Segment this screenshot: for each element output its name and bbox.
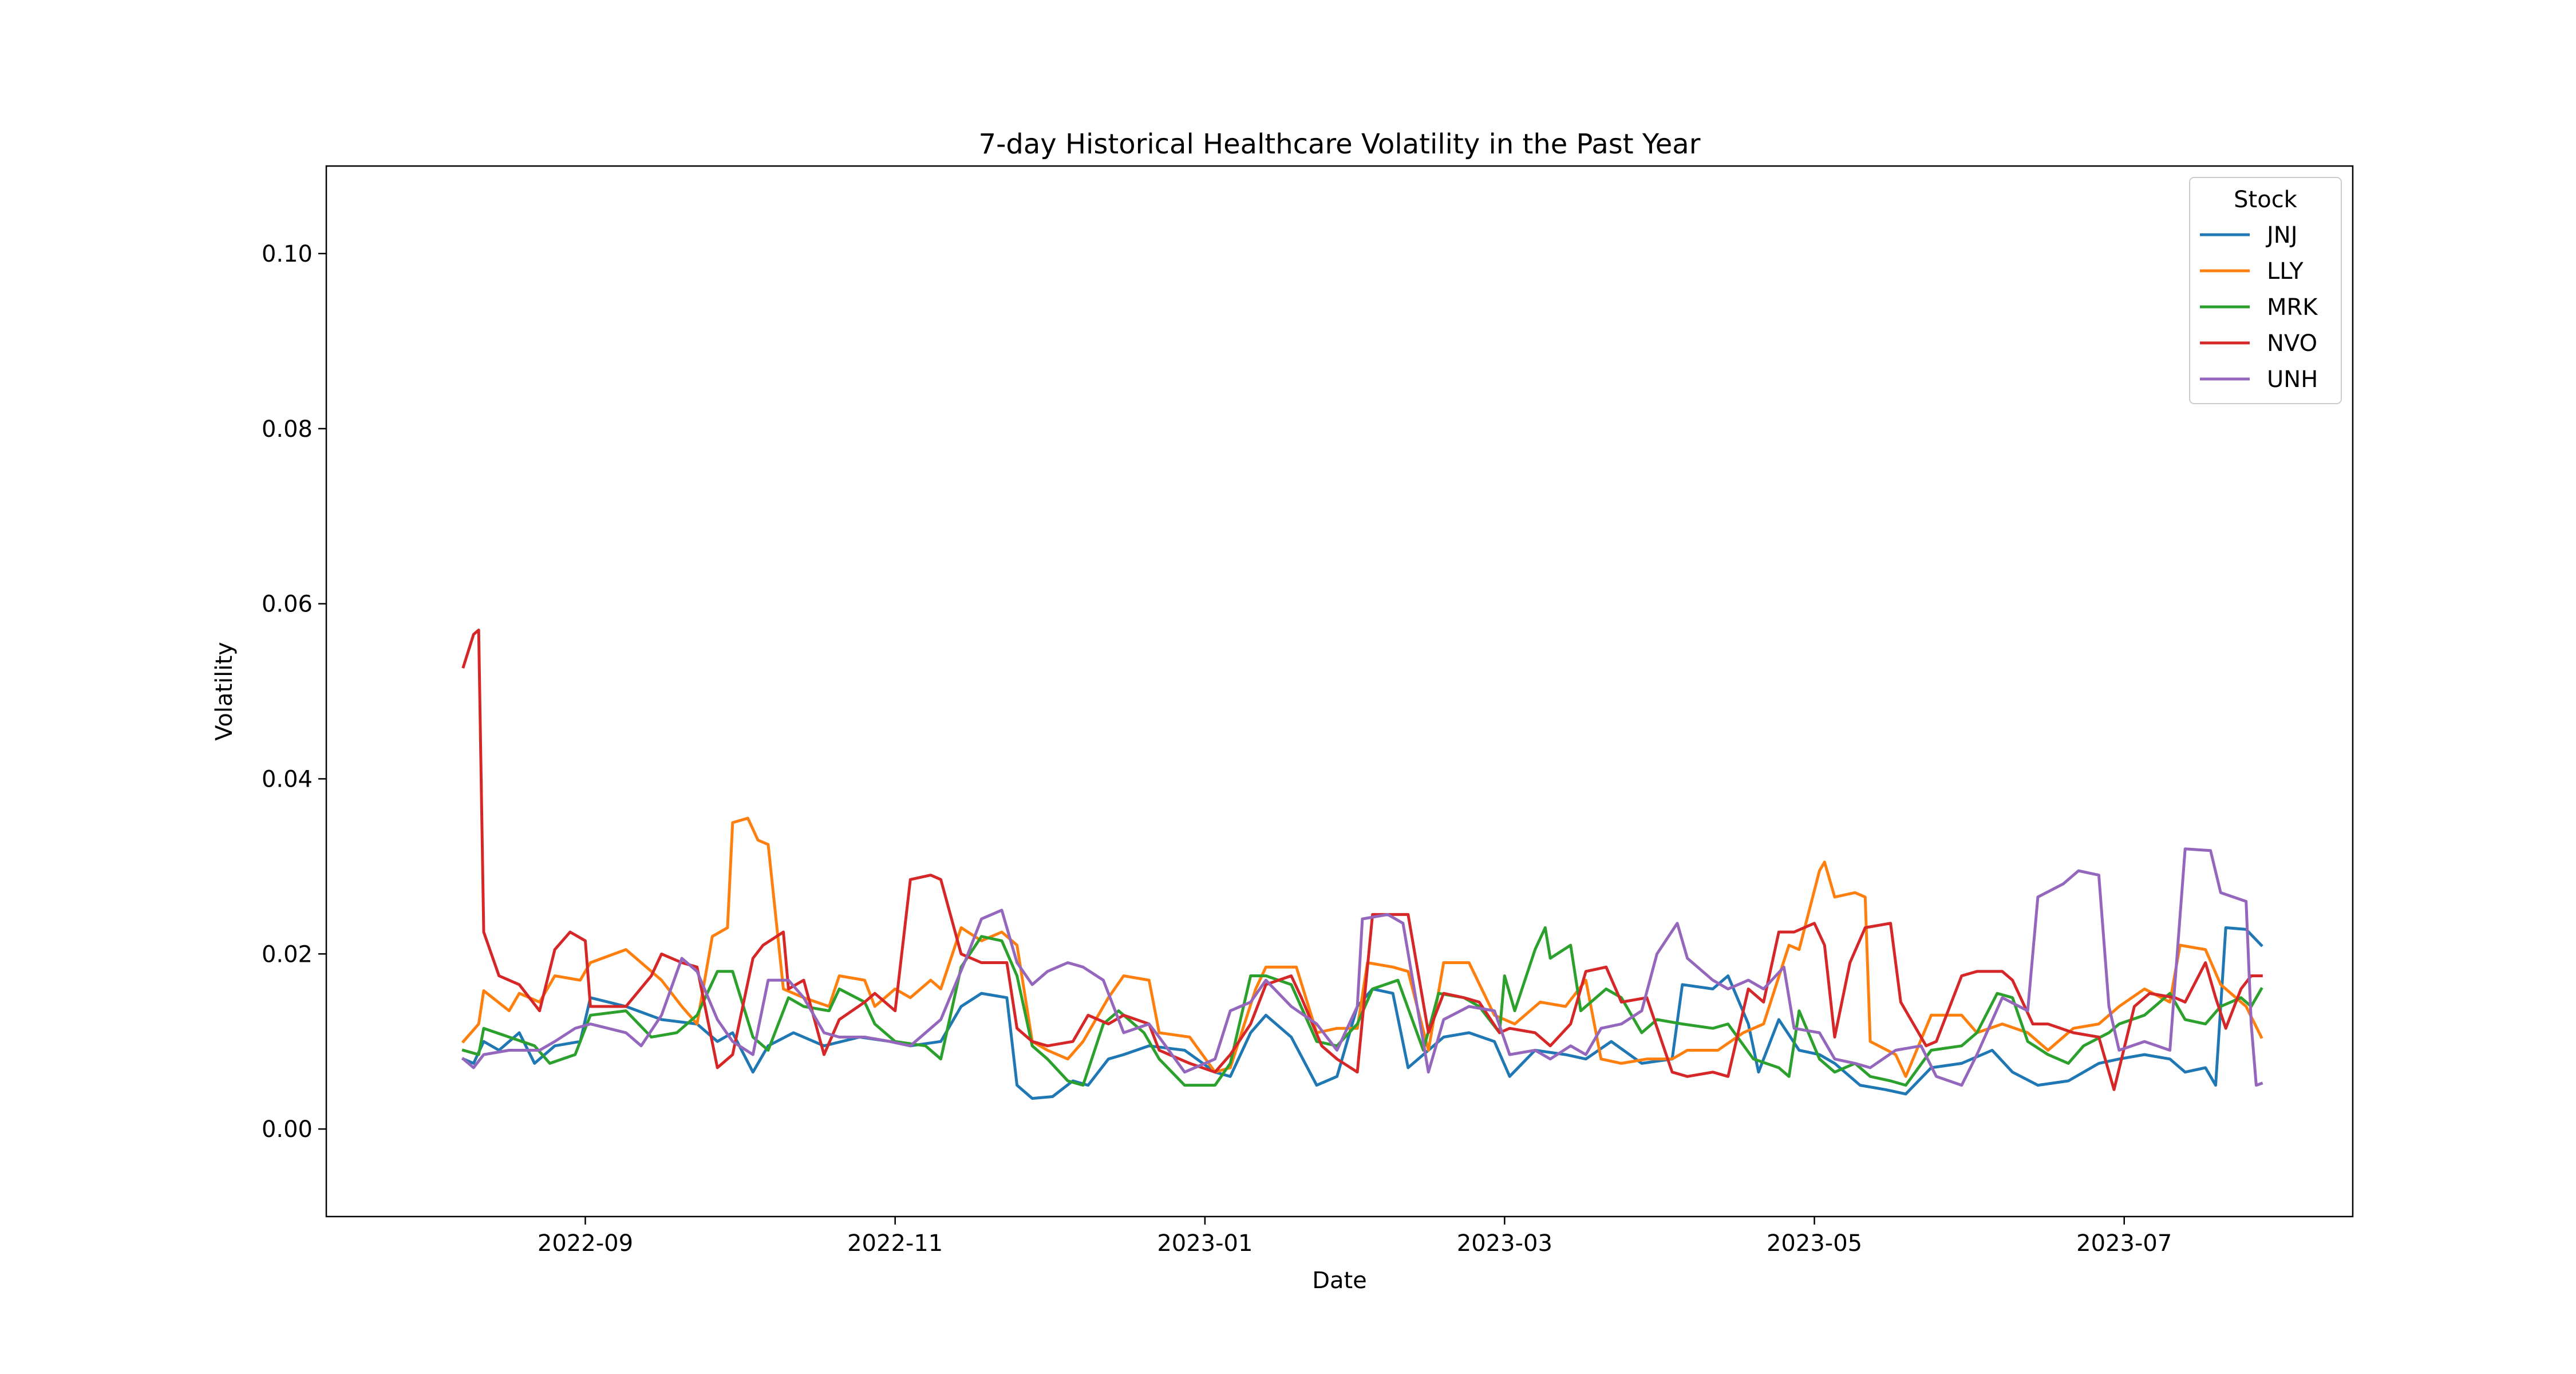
- y-tick-label: 0.02: [262, 941, 313, 968]
- x-tick-label: 2023-05: [1767, 1230, 1862, 1257]
- legend-title: Stock: [2234, 187, 2298, 213]
- y-tick-label: 0.06: [262, 591, 313, 618]
- series-line-mrk: [461, 926, 2263, 1087]
- x-tick-label: 2023-01: [1157, 1230, 1253, 1257]
- legend-label-unh: UNH: [2267, 366, 2318, 393]
- y-axis: 0.00 0.02 0.04 0.06 0.08 0.10: [262, 241, 326, 1143]
- legend-label-mrk: MRK: [2267, 294, 2318, 321]
- plot-area-frame: [325, 165, 2354, 1218]
- y-tick-label: 0.04: [262, 766, 313, 792]
- x-tick-label: 2022-11: [847, 1230, 943, 1257]
- x-tick-label: 2023-07: [2076, 1230, 2172, 1257]
- legend-label-nvo: NVO: [2267, 330, 2317, 357]
- x-tick-label: 2022-09: [538, 1230, 633, 1257]
- legend-label-lly: LLY: [2267, 258, 2304, 285]
- legend: Stock JNJ LLY MRK NVO UNH: [2189, 177, 2342, 404]
- x-tick-label: 2023-03: [1457, 1230, 1552, 1257]
- chart-title: 7-day Historical Healthcare Volatility i…: [979, 128, 1701, 160]
- series-layer: [461, 629, 2263, 1100]
- series-line-nvo: [461, 629, 2263, 1091]
- y-tick-label: 0.00: [262, 1116, 313, 1143]
- y-tick-label: 0.10: [262, 241, 313, 267]
- series-line-unh: [461, 847, 2263, 1087]
- y-axis-label: Volatility: [211, 642, 238, 741]
- x-axis-label: Date: [1312, 1268, 1367, 1294]
- legend-label-jnj: JNJ: [2265, 222, 2298, 248]
- x-axis: 2022-09 2022-11 2023-01 2023-03 2023-05 2023-…: [538, 1217, 2172, 1257]
- legend-items: JNJ LLY MRK NVO UNH: [2200, 222, 2318, 393]
- y-tick-label: 0.08: [262, 416, 313, 443]
